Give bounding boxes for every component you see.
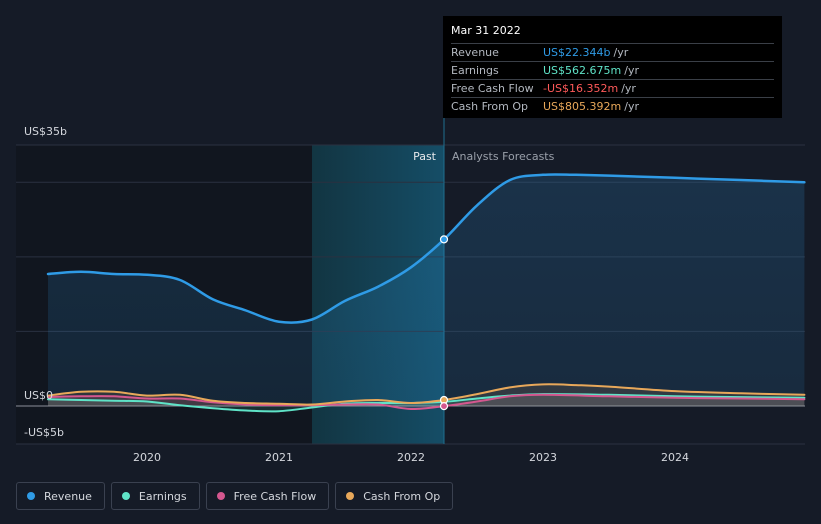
data-marker-revenue bbox=[439, 235, 449, 244]
legend-label: Free Cash Flow bbox=[233, 489, 317, 503]
tooltip-label: Earnings bbox=[451, 64, 499, 77]
y-axis-label: US$0 bbox=[24, 389, 53, 402]
legend-item-earnings[interactable]: Earnings bbox=[110, 482, 200, 510]
series-line-fcf bbox=[47, 393, 806, 411]
legend-label: Revenue bbox=[44, 489, 92, 503]
tooltip-unit: /yr bbox=[624, 64, 639, 77]
tooltip-date: Mar 31 2022 bbox=[451, 24, 521, 37]
tooltip-row-cfo: Cash From Op US$805.392m /yr bbox=[451, 97, 774, 115]
tooltip-unit: /yr bbox=[621, 82, 636, 95]
legend-label: Earnings bbox=[138, 489, 187, 503]
tooltip-value: -US$16.352m bbox=[543, 82, 619, 95]
tooltip-row-revenue: Revenue US$22.344b /yr bbox=[451, 43, 774, 61]
series-area-revenue bbox=[48, 174, 805, 406]
legend-item-revenue[interactable]: Revenue bbox=[16, 482, 105, 510]
y-axis-label: -US$5b bbox=[24, 426, 64, 439]
legend-item-cfo[interactable]: Cash From Op bbox=[335, 482, 454, 510]
x-tick-label: 2022 bbox=[397, 451, 425, 464]
y-axis-label: US$35b bbox=[24, 125, 67, 138]
x-tick-label: 2024 bbox=[661, 451, 689, 464]
tooltip-row-earnings: Earnings US$562.675m /yr bbox=[451, 61, 774, 79]
earnings-dot-icon bbox=[121, 492, 130, 500]
tooltip: Mar 31 2022 Revenue US$22.344b /yr Earni… bbox=[443, 16, 782, 118]
tooltip-label: Revenue bbox=[451, 46, 499, 59]
series-line-revenue bbox=[46, 173, 806, 324]
revenue-dot-icon bbox=[27, 492, 35, 500]
tooltip-value: US$22.344b bbox=[543, 46, 611, 59]
past-label: Past bbox=[413, 150, 437, 163]
x-tick-label: 2023 bbox=[529, 451, 557, 464]
data-marker-fcf bbox=[439, 402, 449, 411]
tooltip-label: Cash From Op bbox=[451, 100, 529, 113]
tooltip-row-fcf: Free Cash Flow -US$16.352m /yr bbox=[451, 79, 774, 97]
series-area-cfo bbox=[48, 384, 805, 406]
series-line-earnings bbox=[47, 393, 806, 413]
cfo-dot-icon bbox=[346, 492, 355, 500]
fcf-dot-icon bbox=[216, 492, 225, 500]
tooltip-unit: /yr bbox=[624, 100, 639, 113]
tooltip-value: US$805.392m bbox=[543, 100, 622, 113]
legend-label: Cash From Op bbox=[363, 489, 441, 503]
legend-item-fcf[interactable]: Free Cash Flow bbox=[205, 482, 330, 510]
series-line-cfo bbox=[47, 383, 806, 406]
tooltip-unit: /yr bbox=[613, 46, 629, 59]
legend: Revenue Earnings Free Cash Flow Cash Fro… bbox=[16, 482, 454, 510]
series-area-fcf bbox=[48, 394, 805, 410]
x-tick-label: 2021 bbox=[265, 451, 293, 464]
x-tick-label: 2020 bbox=[133, 451, 161, 464]
tooltip-value: US$562.675m bbox=[543, 64, 622, 77]
tooltip-label: Free Cash Flow bbox=[451, 82, 534, 95]
forecast-label: Analysts Forecasts bbox=[452, 150, 555, 163]
